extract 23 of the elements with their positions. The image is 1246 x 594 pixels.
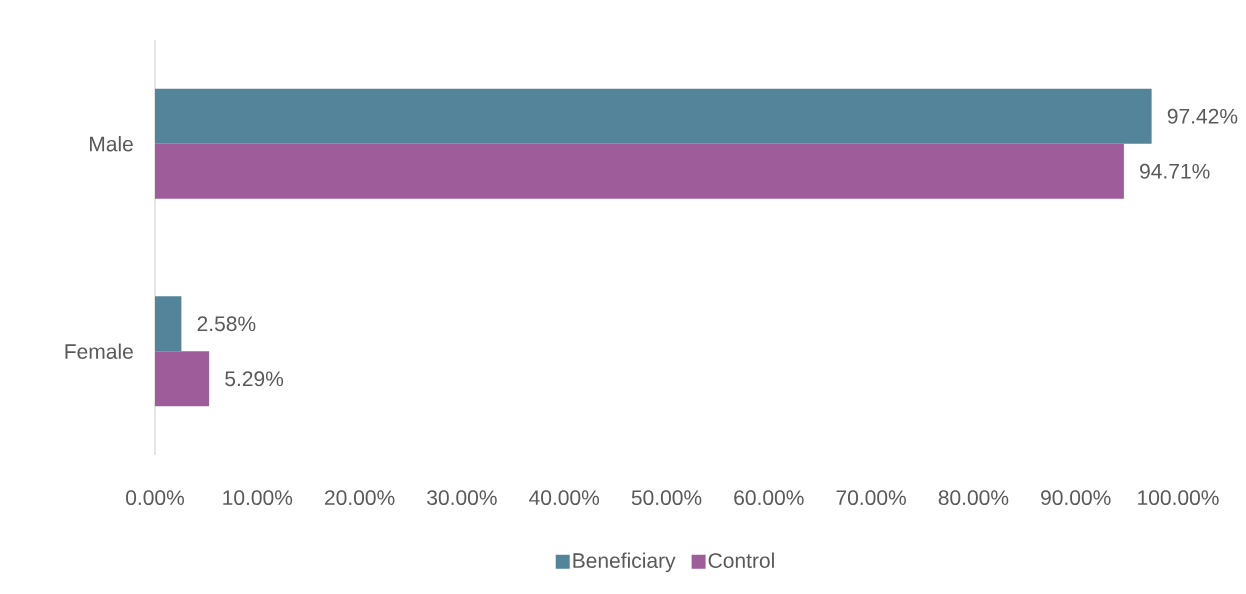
bar: [155, 143, 1124, 199]
x-tick-label: 0.00%: [126, 490, 185, 506]
x-tick-label: 80.00%: [938, 490, 1009, 506]
data-label: 5.29%: [225, 371, 284, 387]
x-tick-label: 20.00%: [325, 490, 395, 506]
x-tick-label: 10.00%: [223, 490, 293, 506]
x-tick-label: 30.00%: [427, 490, 497, 506]
x-tick-label: 40.00%: [529, 490, 600, 506]
x-tick-label: 60.00%: [734, 490, 804, 506]
y-tick-label: Female: [65, 343, 133, 359]
bar: [155, 351, 210, 407]
x-tick-label: 50.00%: [631, 490, 702, 506]
x-tick-label: 70.00%: [836, 490, 906, 506]
data-label: 2.58%: [197, 316, 256, 332]
x-tick-label: 100.00%: [1138, 490, 1219, 506]
bar: [155, 296, 182, 352]
bar: [155, 88, 1152, 144]
legend-label: Beneficiary: [573, 552, 676, 573]
data-label: 94.71%: [1140, 163, 1210, 179]
data-label: 97.42%: [1167, 108, 1238, 124]
x-tick-label: 90.00%: [1041, 490, 1111, 506]
y-tick-label: Male: [90, 136, 133, 152]
legend-label: Control: [708, 552, 774, 568]
